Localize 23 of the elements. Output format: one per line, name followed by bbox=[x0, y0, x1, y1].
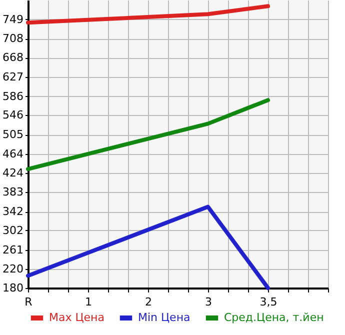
y-tick-label: 464 bbox=[2, 147, 24, 160]
y-tick-label: 546 bbox=[2, 108, 24, 122]
y-tick-label: 749 bbox=[2, 12, 24, 26]
y-tick-label: 383 bbox=[2, 186, 24, 199]
y-tick-label: 505 bbox=[2, 128, 24, 142]
x-tick-label: 2 bbox=[145, 296, 152, 308]
y-tick-label: 627 bbox=[2, 70, 24, 84]
y-tick-label: 424 bbox=[2, 166, 24, 180]
y-tick-label: 668 bbox=[2, 51, 24, 64]
y-tick-label: 708 bbox=[2, 32, 24, 46]
legend-label: Max Цена bbox=[49, 311, 104, 324]
x-tick-label: 3 bbox=[205, 296, 212, 308]
y-tick-label: 220 bbox=[2, 262, 24, 276]
y-tick-label: 180 bbox=[2, 282, 24, 294]
legend-label: Min Цена bbox=[138, 311, 190, 324]
y-tick-label: 586 bbox=[2, 90, 24, 103]
y-tick-label: 261 bbox=[2, 243, 24, 256]
x-tick-label: 1 bbox=[85, 296, 92, 308]
y-tick-label: 302 bbox=[2, 224, 24, 237]
legend-label: Сред.Цена, т.йен bbox=[224, 311, 324, 324]
y-tick-label: 342 bbox=[2, 205, 24, 218]
x-tick-label: 3,5 bbox=[260, 296, 278, 308]
x-tick-label: R bbox=[24, 296, 33, 308]
